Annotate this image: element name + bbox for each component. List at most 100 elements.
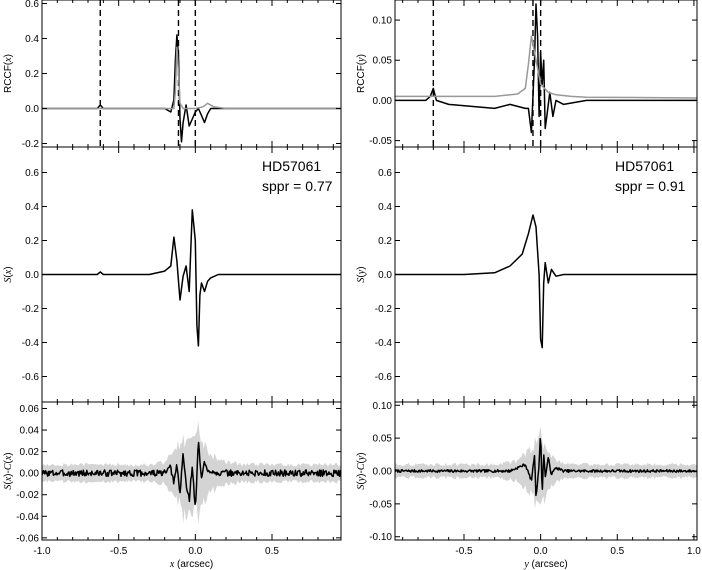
- y-axis-label: RCCF(x): [3, 54, 14, 93]
- x-tick-label: 0.5: [265, 546, 279, 557]
- y-tick-label: 0.00: [373, 467, 393, 478]
- axes-frame: [41, 0, 342, 148]
- y-tick-label: -0.2: [22, 304, 40, 315]
- label-segment: RCCF(: [3, 61, 14, 93]
- annotation-line: HD57061: [615, 158, 674, 174]
- y-tick-label: -0.6: [375, 372, 393, 383]
- y-tick-label: -0.2: [22, 139, 40, 150]
- label-segment: ): [356, 54, 367, 57]
- label-segment: y: [356, 455, 367, 461]
- y-tick-label: -0.2: [375, 304, 393, 315]
- y-tick-label: -0.10: [369, 532, 392, 543]
- series-line-0: [42, 441, 341, 506]
- series-line-0: [395, 214, 697, 349]
- label-segment: ): [356, 452, 367, 455]
- label-segment: y: [356, 269, 367, 275]
- y-tick-label: 0.6: [25, 168, 39, 179]
- panel-mid-right: -0.6 -0.4 -0.2 0.0 0.2 0.4 0.6 S(y) HD57061 sppr …: [356, 146, 698, 403]
- y-tick-label: 0.6: [25, 0, 39, 10]
- x-tick-label: 0.0: [188, 546, 202, 557]
- x-axis-label: y (arcsec): [523, 559, 567, 570]
- plot-area: [395, 0, 697, 147]
- y-tick-label: 0.10: [373, 401, 393, 412]
- label-segment: y: [523, 559, 529, 570]
- y-tick-label: 0.6: [378, 168, 392, 179]
- panel-mid-left: -0.6 -0.4 -0.2 0.0 0.2 0.4 0.6 S(x) HD57061 sppr …: [3, 146, 342, 403]
- panel-top-left: -0.2 0.0 0.2 0.4 0.6 RCCF(x): [3, 0, 342, 150]
- x-tick-label: -0.5: [455, 546, 473, 557]
- label-segment: RCCF(: [356, 61, 367, 93]
- label-segment: (: [3, 481, 14, 485]
- y-tick-label: 0.06: [20, 404, 40, 415]
- label-segment: x: [3, 476, 14, 482]
- series-line-0: [395, 3, 697, 134]
- y-tick-label: 0.02: [20, 447, 40, 458]
- x-tick-label: -1.0: [33, 546, 51, 557]
- label-segment: C: [3, 463, 14, 470]
- y-tick-label: 0.05: [373, 56, 393, 67]
- x-tick-label: 1.0: [687, 546, 701, 557]
- series-line-0: [42, 34, 341, 143]
- y-tick-label: -0.02: [16, 490, 39, 501]
- y-tick-label: 0.00: [373, 96, 393, 107]
- label-segment: ): [3, 266, 14, 269]
- annotation-line: sppr = 0.77: [262, 178, 333, 194]
- y-tick-label: -0.06: [16, 533, 39, 544]
- x-tick-label: 0.5: [610, 546, 624, 557]
- label-segment: )-: [3, 470, 14, 477]
- label-segment: C: [356, 463, 367, 470]
- y-tick-label: -0.6: [22, 372, 40, 383]
- label-segment: x: [3, 269, 14, 275]
- label-segment: x: [3, 455, 14, 461]
- label-segment: S: [3, 278, 14, 283]
- label-segment: ): [356, 266, 367, 269]
- label-segment: (: [356, 481, 367, 485]
- label-segment: (: [356, 460, 367, 464]
- plot-area: [42, 0, 341, 147]
- label-segment: (arcsec): [174, 559, 213, 570]
- plot-area: [395, 214, 697, 349]
- axes-frame: [41, 401, 342, 541]
- y-axis-label: S(x)-C(x): [3, 452, 14, 489]
- x-axis-label: x (arcsec): [169, 559, 213, 570]
- y-axis-label: S(y): [356, 266, 367, 282]
- y-tick-label: 0.0: [378, 270, 392, 281]
- label-segment: x: [3, 57, 14, 63]
- panel-bot-left: -0.06 -0.04 -0.02 0.00 0.02 0.04 0.06 -1.0 -0.5 0…: [3, 401, 342, 570]
- label-segment: S: [3, 485, 14, 490]
- label-segment: S: [356, 485, 367, 490]
- y-tick-label: 0.2: [378, 236, 392, 247]
- label-segment: (: [356, 274, 367, 278]
- label-segment: y: [356, 57, 367, 63]
- y-tick-label: 0.4: [25, 34, 39, 45]
- y-tick-label: 0.0: [25, 270, 39, 281]
- label-segment: (: [3, 274, 14, 278]
- x-tick-label: -0.5: [110, 546, 128, 557]
- y-axis-label: RCCF(y): [356, 54, 367, 93]
- label-segment: (: [3, 460, 14, 464]
- label-segment: y: [356, 476, 367, 482]
- label-segment: ): [3, 452, 14, 455]
- y-tick-label: 0.00: [20, 469, 40, 480]
- y-axis-label: S(y)-C(y): [356, 452, 367, 489]
- y-tick-label: -0.05: [369, 499, 392, 510]
- plot-area: [395, 426, 697, 509]
- y-tick-label: -0.05: [369, 136, 392, 147]
- y-tick-label: -0.4: [22, 338, 40, 349]
- panel-bot-right: -0.10-0.050.000.050.10-0.5 0.0 0.5 1.0S(y)-…: [356, 401, 701, 570]
- series-line-0: [395, 437, 697, 497]
- panel-top-right: -0.05 0.00 0.05 0.10 RCCF(y): [356, 0, 698, 148]
- y-tick-label: 0.10: [373, 16, 393, 27]
- y-tick-label: -0.4: [375, 338, 393, 349]
- y-tick-label: 0.2: [25, 236, 39, 247]
- y-tick-label: 0.0: [25, 104, 39, 115]
- annotation-line: sppr = 0.91: [615, 178, 686, 194]
- y-tick-label: 0.2: [25, 69, 39, 80]
- annotation-line: HD57061: [262, 158, 321, 174]
- series-line-1: [42, 46, 341, 110]
- label-segment: )-: [356, 470, 367, 477]
- y-tick-label: 0.04: [20, 426, 40, 437]
- label-segment: S: [356, 278, 367, 283]
- label-segment: ): [3, 54, 14, 57]
